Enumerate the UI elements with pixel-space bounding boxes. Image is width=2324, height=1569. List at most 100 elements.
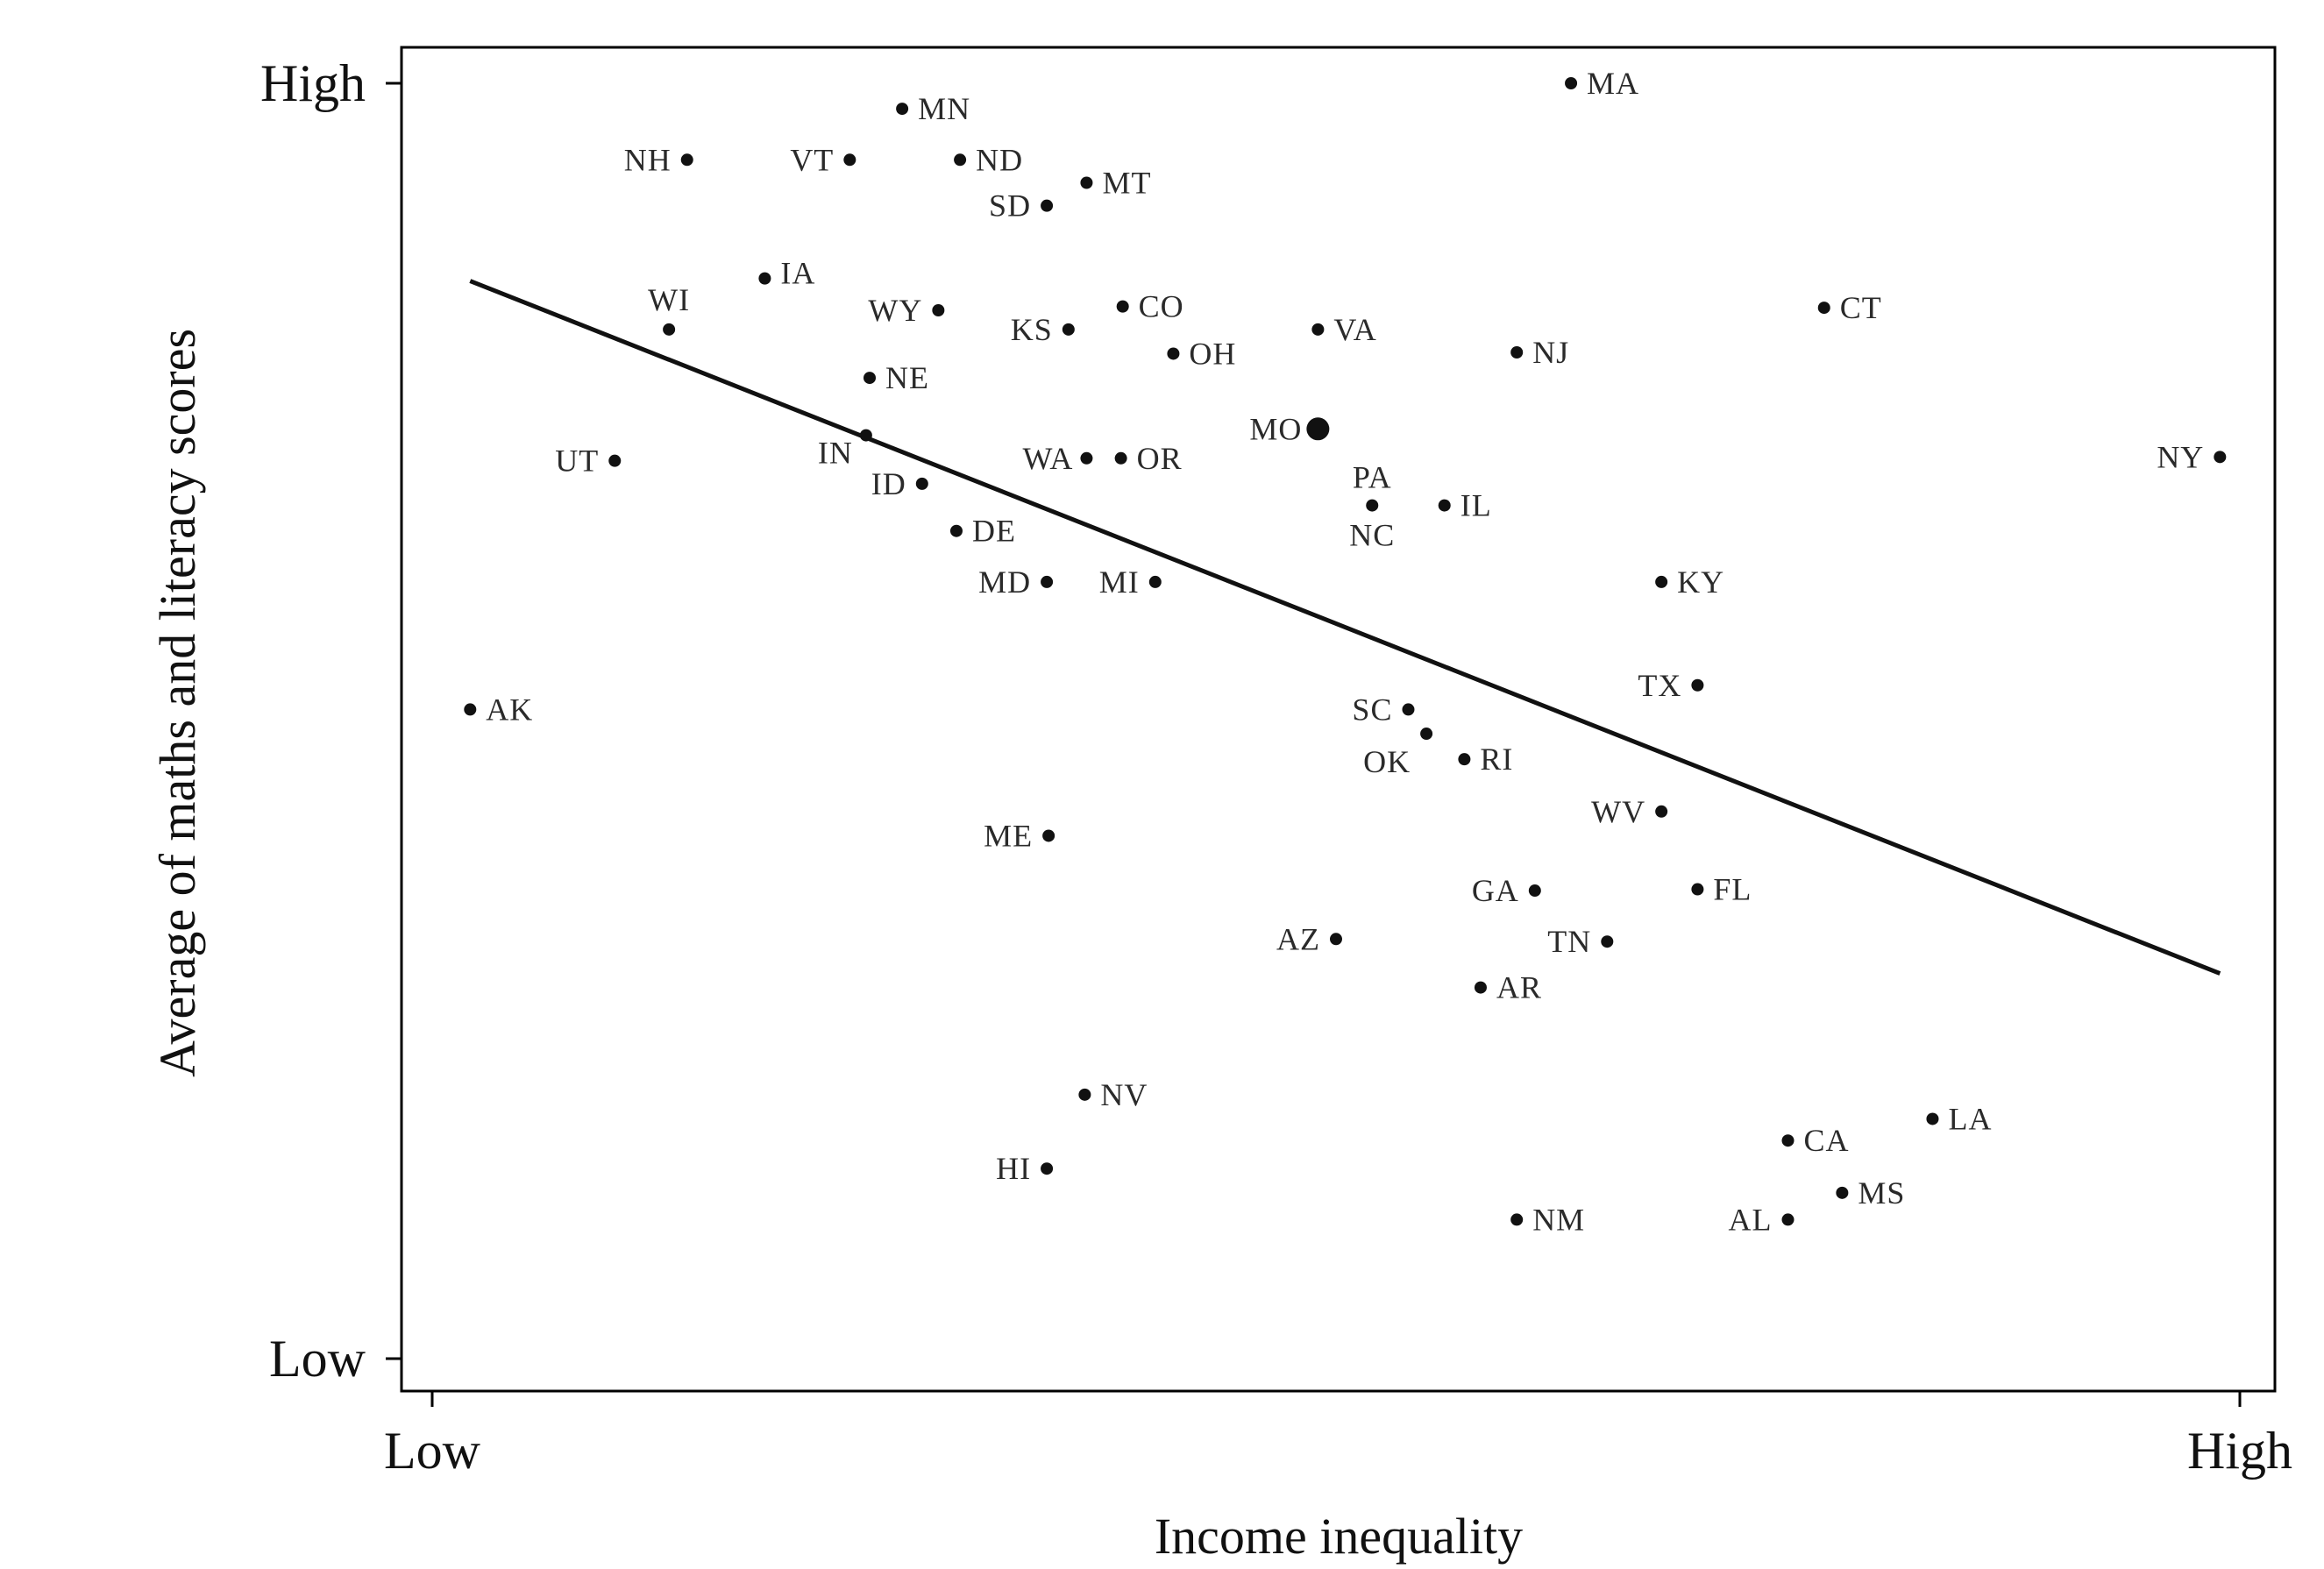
point-label-ks: KS <box>1011 312 1053 347</box>
point-label-id: ID <box>871 466 906 501</box>
point-label-me: ME <box>984 818 1033 853</box>
data-point-ri <box>1458 753 1471 766</box>
data-point-nm <box>1510 1213 1524 1226</box>
point-label-tx: TX <box>1638 668 1681 703</box>
point-label-hi: HI <box>996 1151 1031 1186</box>
data-point-wa <box>1080 451 1093 465</box>
point-label-nh: NH <box>624 142 672 177</box>
data-point-id <box>915 477 928 490</box>
data-point-mt <box>1080 176 1093 189</box>
point-label-tn: TN <box>1547 924 1591 959</box>
data-point-ne <box>864 372 877 385</box>
point-label-oh: OH <box>1189 336 1236 371</box>
point-label-ak: AK <box>486 692 533 727</box>
data-point-mo <box>1306 417 1330 441</box>
point-label-nd: ND <box>976 142 1023 177</box>
point-label-wi: WI <box>648 282 690 317</box>
data-point-il <box>1438 499 1451 512</box>
data-point-nv <box>1078 1088 1091 1101</box>
plot-frame <box>400 46 2277 1393</box>
data-point-ia <box>758 272 771 285</box>
point-label-md: MD <box>978 564 1031 600</box>
data-point-pa <box>1366 499 1379 512</box>
data-points <box>464 77 2227 1226</box>
data-point-ak <box>464 703 477 716</box>
data-point-nj <box>1510 346 1524 359</box>
data-point-md <box>1041 575 1054 588</box>
data-point-ks <box>1062 323 1075 336</box>
data-point-sd <box>1041 199 1054 212</box>
data-point-ky <box>1655 575 1668 588</box>
x-tick-label: High <box>2187 1422 2292 1480</box>
point-label-ky: KY <box>1677 564 1724 600</box>
data-point-al <box>1781 1213 1795 1226</box>
point-label-ms: MS <box>1858 1175 1905 1210</box>
data-point-nh <box>680 153 693 167</box>
data-point-sc <box>1402 703 1415 716</box>
point-label-nv: NV <box>1100 1077 1148 1112</box>
data-point-ca <box>1781 1134 1795 1147</box>
point-label-la: LA <box>1948 1101 1992 1136</box>
point-label-nj: NJ <box>1532 335 1569 370</box>
data-point-ar <box>1474 981 1487 994</box>
data-point-or <box>1114 451 1127 465</box>
point-label-ia: IA <box>780 256 815 291</box>
data-point-hi <box>1041 1162 1054 1175</box>
point-label-wv: WV <box>1591 794 1645 829</box>
data-point-tx <box>1691 678 1704 692</box>
data-point-wy <box>932 303 945 316</box>
point-label-in: IN <box>818 436 853 471</box>
data-point-oh <box>1167 347 1180 360</box>
data-point-la <box>1926 1112 1939 1125</box>
point-label-ca: CA <box>1804 1123 1850 1158</box>
point-label-ar: AR <box>1496 970 1542 1005</box>
y-axis-title: Average of maths and literacy scores <box>149 329 206 1077</box>
trend-line <box>469 279 2221 976</box>
point-label-il: IL <box>1460 488 1492 523</box>
point-label-az: AZ <box>1276 921 1320 956</box>
data-point-de <box>949 524 963 537</box>
point-label-mn: MN <box>918 91 970 126</box>
data-point-ma <box>1565 77 1578 89</box>
point-label-ny: NY <box>2157 439 2204 474</box>
data-point-wv <box>1655 805 1668 818</box>
point-label-ne: NE <box>885 360 929 395</box>
data-point-co <box>1116 300 1129 313</box>
point-label-sd: SD <box>989 188 1031 224</box>
data-point-az <box>1330 933 1342 946</box>
data-point-mn <box>896 103 909 116</box>
data-point-ny <box>2214 451 2227 464</box>
data-point-tn <box>1601 935 1614 948</box>
trend-line-path <box>469 279 2221 976</box>
point-label-sc: SC <box>1352 692 1392 727</box>
data-point-nd <box>954 153 967 167</box>
point-label-ok: OK <box>1363 744 1411 779</box>
axes: Low High Low High <box>260 54 2292 1480</box>
point-label-ri: RI <box>1480 742 1513 777</box>
x-axis-title: Income inequality <box>1155 1508 1523 1565</box>
point-label-wy: WY <box>868 293 922 328</box>
point-label-mi: MI <box>1099 564 1140 600</box>
point-label-ga: GA <box>1472 873 1519 908</box>
point-label-nc: NC <box>1349 518 1395 553</box>
data-point-vt <box>843 153 856 167</box>
point-label-vt: VT <box>790 142 834 177</box>
point-label-mo: MO <box>1249 411 1302 446</box>
x-tick-label: Low <box>384 1422 481 1480</box>
y-tick-label: Low <box>269 1330 366 1388</box>
data-point-mi <box>1148 575 1162 588</box>
data-point-in <box>859 429 872 442</box>
data-point-fl <box>1691 883 1704 896</box>
y-tick-label: High <box>260 54 366 112</box>
point-label-ct: CT <box>1840 290 1882 325</box>
point-label-de: DE <box>972 514 1016 549</box>
point-label-nm: NM <box>1532 1202 1585 1237</box>
point-label-wa: WA <box>1022 441 1073 476</box>
data-point-ga <box>1528 884 1541 898</box>
data-point-ct <box>1817 302 1830 315</box>
point-label-or: OR <box>1137 441 1183 476</box>
point-label-ma: MA <box>1587 66 1639 101</box>
point-label-ut: UT <box>555 444 599 479</box>
point-label-va: VA <box>1333 312 1376 347</box>
